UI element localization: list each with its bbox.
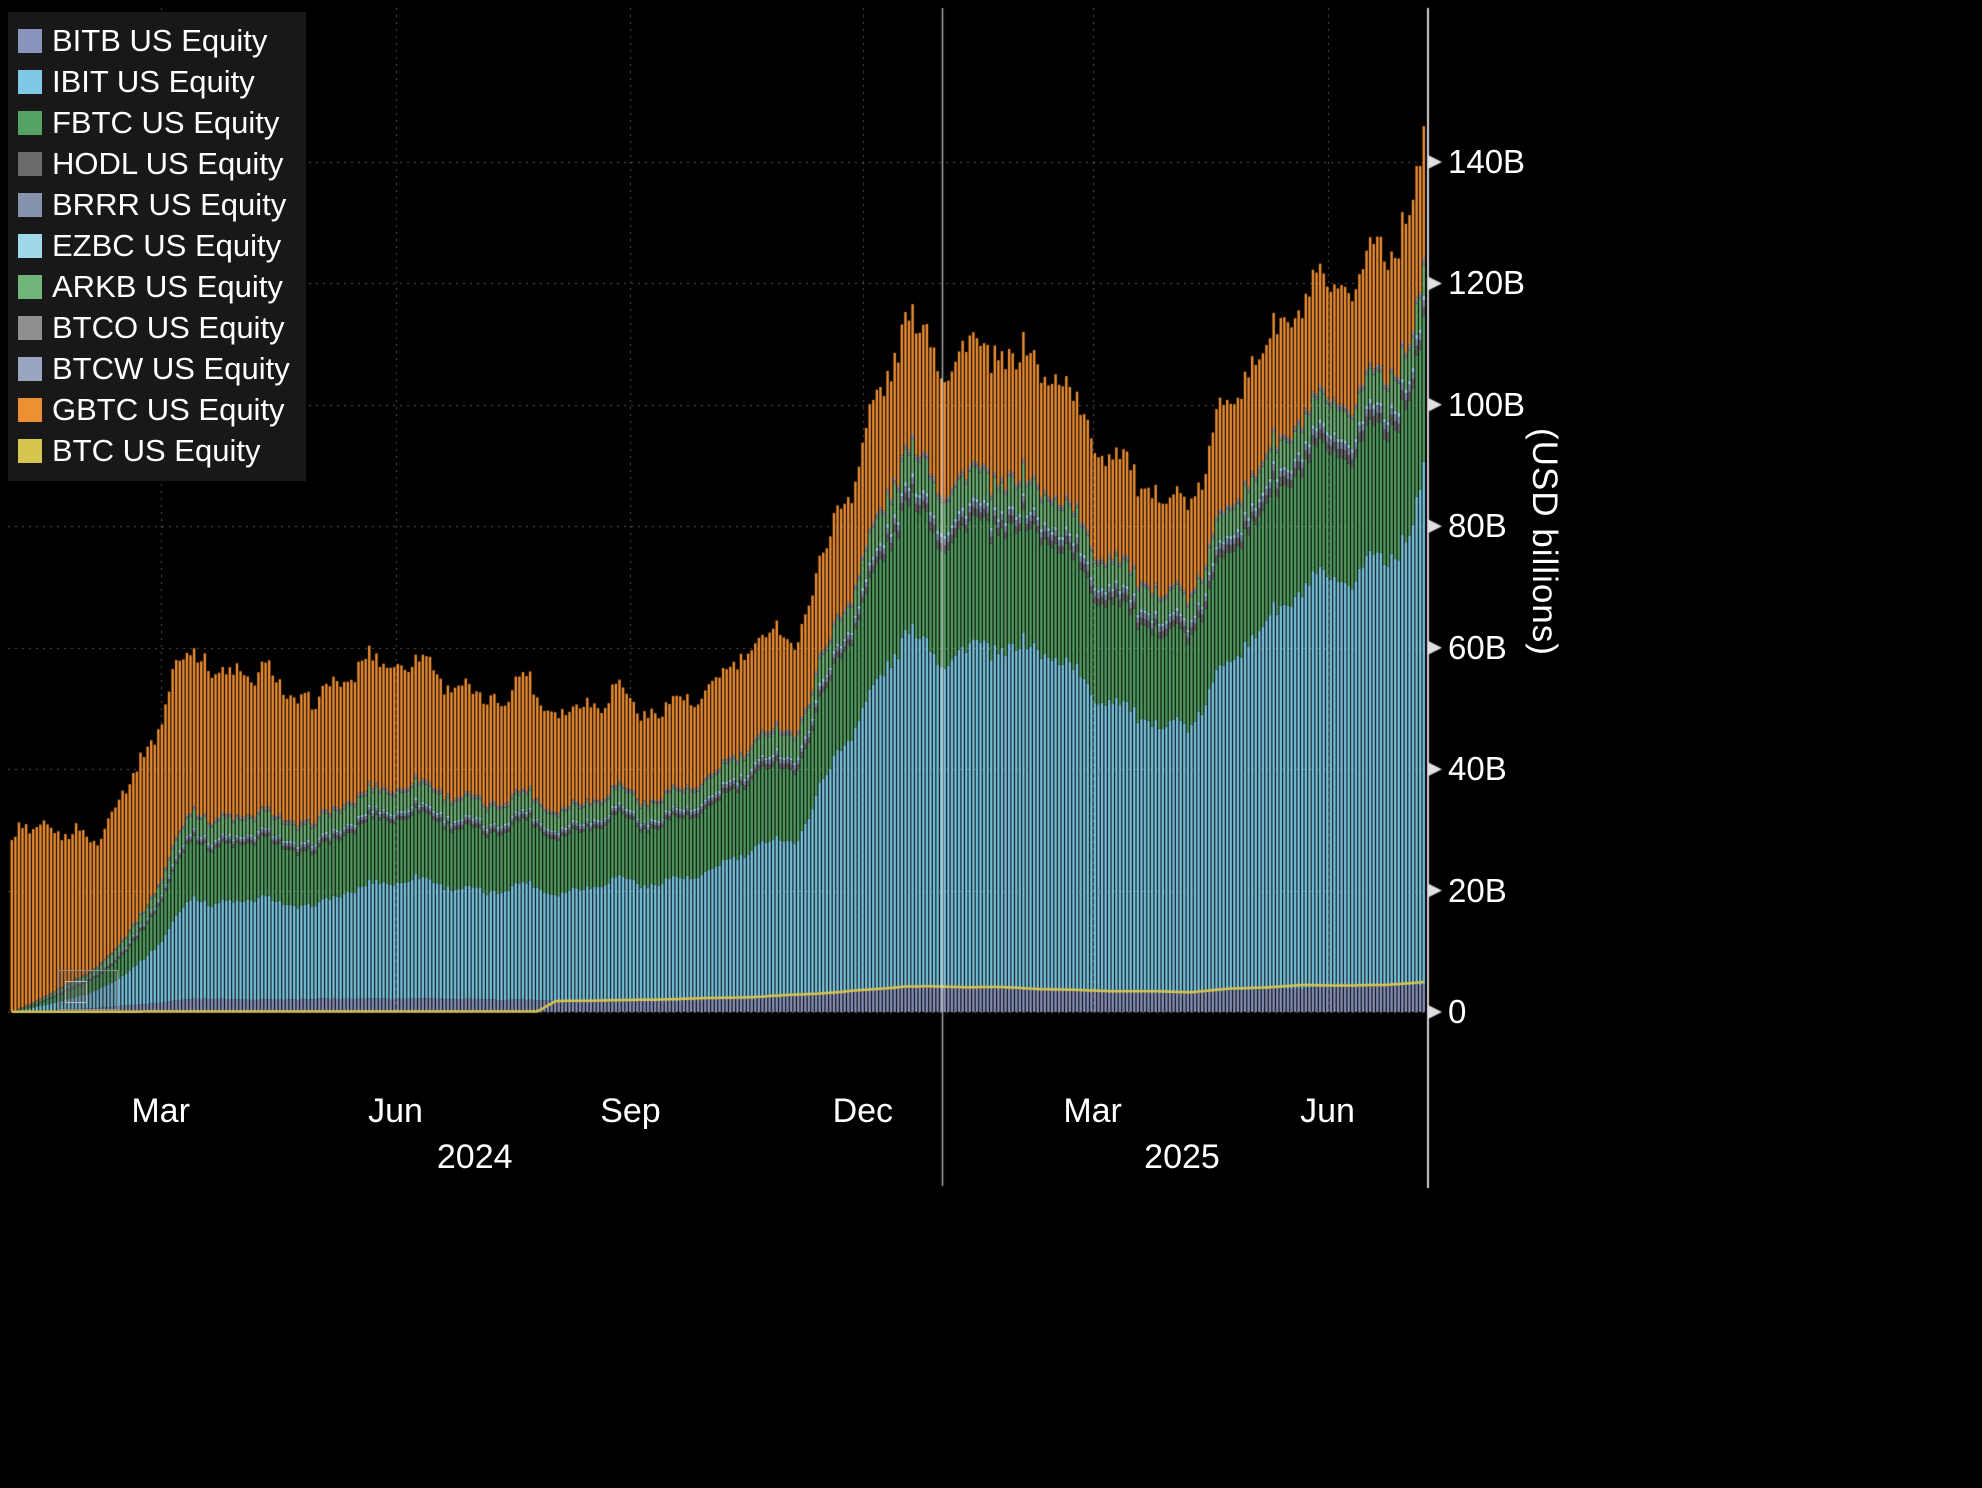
legend: BITB US Equity IBIT US Equity FBTC US Equi… xyxy=(8,12,306,481)
legend-item-fbtc[interactable]: FBTC US Equity xyxy=(18,102,290,143)
y-axis-tick-label: 40B xyxy=(1448,750,1507,788)
legend-item-label: IBIT US Equity xyxy=(52,63,255,99)
legend-item-label: BRRR US Equity xyxy=(52,186,287,222)
x-axis-month-label: Jun xyxy=(1300,1092,1355,1130)
x-axis-year-label: 2025 xyxy=(1144,1138,1220,1176)
y-axis-tick-label: 100B xyxy=(1448,385,1526,423)
legend-item-label: BTCW US Equity xyxy=(52,350,290,386)
legend-swatch-icon xyxy=(18,397,42,422)
legend-swatch-icon xyxy=(18,233,42,258)
legend-item-brrr[interactable]: BRRR US Equity xyxy=(18,184,290,225)
x-axis-month-label: Sep xyxy=(600,1092,661,1130)
legend-item-ibit[interactable]: IBIT US Equity xyxy=(18,61,290,102)
legend-swatch-icon xyxy=(18,315,42,340)
legend-item-label: HODL US Equity xyxy=(52,145,284,181)
y-axis-tick-label: 60B xyxy=(1448,628,1507,666)
legend-swatch-icon xyxy=(18,274,42,299)
legend-item-label: BITB US Equity xyxy=(52,22,268,58)
legend-swatch-icon xyxy=(18,356,42,381)
legend-item-arkb[interactable]: ARKB US Equity xyxy=(18,266,290,307)
zoom-box-icon[interactable] xyxy=(58,970,118,1010)
legend-item-btcw[interactable]: BTCW US Equity xyxy=(18,348,290,389)
legend-swatch-icon xyxy=(18,69,42,94)
y-axis-tick-label: 120B xyxy=(1448,264,1526,302)
x-axis-month-label: Jun xyxy=(368,1092,423,1130)
legend-item-label: GBTC US Equity xyxy=(52,391,285,427)
y-axis-title: (USD billions) xyxy=(1525,428,1564,656)
legend-item-ezbc[interactable]: EZBC US Equity xyxy=(18,225,290,266)
legend-swatch-icon xyxy=(18,438,42,463)
y-axis-tick-label: 20B xyxy=(1448,871,1507,909)
legend-item-btco[interactable]: BTCO US Equity xyxy=(18,307,290,348)
legend-item-gbtc[interactable]: GBTC US Equity xyxy=(18,389,290,430)
legend-item-label: BTCO US Equity xyxy=(52,309,285,345)
legend-swatch-icon xyxy=(18,110,42,135)
zoom-box-inner-square xyxy=(65,981,87,1003)
x-axis-year-label: 2024 xyxy=(436,1138,513,1176)
legend-item-hodl[interactable]: HODL US Equity xyxy=(18,143,290,184)
y-axis-tick-label: 140B xyxy=(1448,143,1526,180)
y-axis-tick-label: 80B xyxy=(1448,507,1507,545)
legend-item-label: BTC US Equity xyxy=(52,432,261,468)
legend-swatch-icon xyxy=(18,192,42,217)
legend-swatch-icon xyxy=(18,151,42,176)
legend-item-label: EZBC US Equity xyxy=(52,227,282,263)
legend-item-bitb[interactable]: BITB US Equity xyxy=(18,20,290,61)
legend-item-label: FBTC US Equity xyxy=(52,104,280,140)
legend-swatch-icon xyxy=(18,28,42,53)
x-axis-month-label: Mar xyxy=(1063,1092,1122,1130)
legend-item-label: ARKB US Equity xyxy=(52,268,283,304)
y-axis-tick-label: 0 xyxy=(1448,993,1467,1030)
x-axis-month-label: Mar xyxy=(131,1092,190,1130)
x-axis-month-label: Dec xyxy=(832,1092,894,1130)
legend-item-btc[interactable]: BTC US Equity xyxy=(18,430,290,471)
